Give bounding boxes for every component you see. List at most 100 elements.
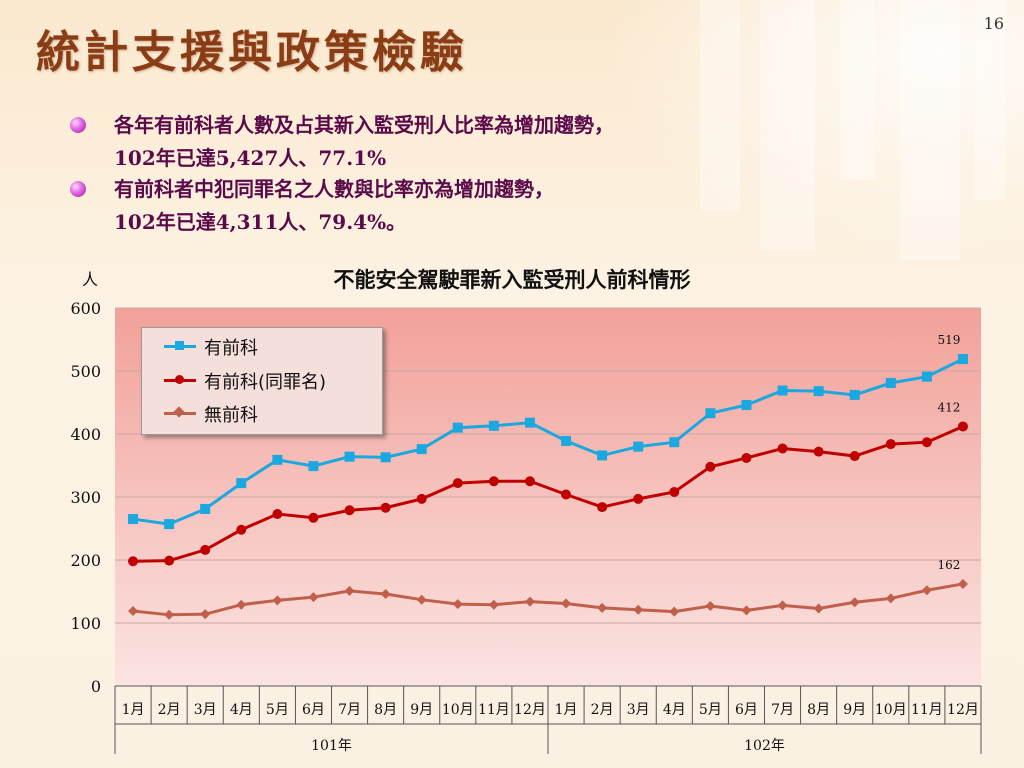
- y-tick-label: 300: [70, 488, 101, 507]
- legend-label: 無前科: [204, 405, 258, 426]
- data-point-circle: [344, 505, 355, 516]
- data-point-square: [164, 519, 175, 530]
- data-point-diamond: [777, 600, 788, 611]
- legend-circle-marker: [175, 375, 184, 384]
- data-point-square: [633, 441, 644, 452]
- data-point-diamond: [344, 585, 355, 596]
- background-building: [900, 0, 960, 260]
- data-point-diamond: [200, 609, 211, 620]
- background-building: [840, 0, 875, 180]
- legend-item: 無前科: [164, 401, 258, 427]
- data-point-diamond: [849, 597, 860, 608]
- data-label: 162: [938, 558, 961, 572]
- data-point-circle: [957, 421, 968, 432]
- data-point-square: [452, 422, 463, 433]
- data-point-square: [705, 408, 716, 419]
- data-point-circle: [597, 502, 608, 513]
- data-point-square: [777, 385, 788, 396]
- data-point-circle: [236, 524, 247, 535]
- data-point-square: [200, 503, 211, 514]
- y-tick-label: 400: [70, 425, 101, 444]
- data-point-diamond: [957, 578, 968, 589]
- data-point-circle: [416, 493, 427, 504]
- data-point-square: [669, 437, 680, 448]
- data-point-square: [308, 461, 319, 472]
- legend-item: 有前科(同罪名): [164, 368, 326, 394]
- x-tick-label: 6月: [302, 702, 325, 718]
- x-tick-label: 11月: [911, 702, 943, 718]
- data-point-square: [236, 478, 247, 489]
- x-tick-label: 9月: [410, 702, 433, 718]
- data-point-square: [597, 450, 608, 461]
- data-point-diamond: [488, 599, 499, 610]
- x-tick-label: 6月: [735, 702, 758, 718]
- y-axis: 0 100 200 300 400 500 600: [70, 299, 101, 696]
- bullet-icon: [70, 181, 86, 197]
- bullet-text-line2: 102年已達4,311人、79.4%。: [114, 210, 407, 234]
- page-number: 16: [983, 14, 1004, 33]
- data-point-diamond: [380, 589, 391, 600]
- y-tick-label: 600: [70, 299, 101, 318]
- data-point-diamond: [597, 602, 608, 613]
- y-tick-label: 100: [70, 614, 101, 633]
- x-tick-label: 10月: [875, 702, 907, 718]
- y-tick-label: 0: [91, 677, 101, 696]
- bullet-text-line1: 各年有前科者人數及占其新入監受刑人比率為增加趨勢，: [114, 113, 614, 137]
- x-tick-label: 7月: [771, 702, 794, 718]
- x-tick-label: 4月: [663, 702, 686, 718]
- bullet-item: 各年有前科者人數及占其新入監受刑人比率為增加趨勢， 102年已達5,427人、7…: [70, 110, 614, 174]
- x-tick-label: 7月: [338, 702, 361, 718]
- legend-square-marker: [175, 341, 184, 350]
- data-point-diamond: [416, 594, 427, 605]
- x-tick-label: 12月: [514, 702, 546, 718]
- legend-label: 有前科: [204, 338, 258, 359]
- data-point-diamond: [236, 599, 247, 610]
- data-label: 412: [938, 400, 961, 414]
- data-point-square: [921, 371, 932, 382]
- series-line: [132, 357, 964, 526]
- data-point-diamond: [164, 609, 175, 620]
- data-point-diamond: [813, 603, 824, 614]
- bullet-item: 有前科者中犯同罪名之人數與比率亦為增加趨勢， 102年已達4,311人、79.4…: [70, 174, 614, 238]
- background-building: [975, 0, 1005, 200]
- data-point-circle: [380, 502, 391, 513]
- data-point-diamond: [633, 604, 644, 615]
- data-point-circle: [308, 512, 319, 523]
- data-point-diamond: [128, 606, 139, 617]
- y-tick-label: 500: [70, 362, 101, 381]
- slide-title: 統計支援與政策檢驗: [36, 27, 468, 78]
- data-point-circle: [128, 556, 139, 567]
- group-label: 101年: [311, 738, 352, 754]
- data-point-square: [741, 400, 752, 411]
- x-tick-label: 10月: [442, 702, 474, 718]
- x-tick-label: 9月: [843, 702, 866, 718]
- legend: 有前科 有前科(同罪名) 無前科: [141, 327, 383, 435]
- data-point-diamond: [705, 600, 716, 611]
- series-line: [132, 582, 964, 617]
- background-glow: [604, 0, 1024, 260]
- y-axis-unit: 人: [82, 270, 99, 289]
- data-point-circle: [200, 544, 211, 555]
- data-point-square: [416, 444, 427, 455]
- data-point-diamond: [561, 598, 572, 609]
- y-tick-label: 200: [70, 551, 101, 570]
- data-point-circle: [777, 443, 788, 454]
- data-point-circle: [669, 486, 680, 497]
- legend-item: 有前科: [164, 334, 258, 360]
- data-point-diamond: [885, 593, 896, 604]
- series-group: 519 412 162: [128, 333, 968, 620]
- data-point-diamond: [524, 596, 535, 607]
- data-point-square: [885, 377, 896, 388]
- x-axis: 1月 2月 3月 4月 5月 6月 7月 8月 9月 10月 11月 12月 1月 2月 3月 4月 5月 6月 7…: [114, 685, 982, 754]
- data-point-square: [524, 417, 535, 428]
- data-point-square: [380, 452, 391, 463]
- x-tick-label: 2月: [158, 702, 181, 718]
- group-label: 102年: [744, 738, 785, 754]
- data-point-diamond: [921, 585, 932, 596]
- data-point-square: [957, 354, 968, 365]
- x-tick-label: 3月: [194, 702, 217, 718]
- data-point-circle: [921, 437, 932, 448]
- data-point-square: [128, 514, 139, 525]
- bullet-list: 各年有前科者人數及占其新入監受刑人比率為增加趨勢， 102年已達5,427人、7…: [70, 110, 614, 238]
- x-tick-label: 5月: [266, 702, 289, 718]
